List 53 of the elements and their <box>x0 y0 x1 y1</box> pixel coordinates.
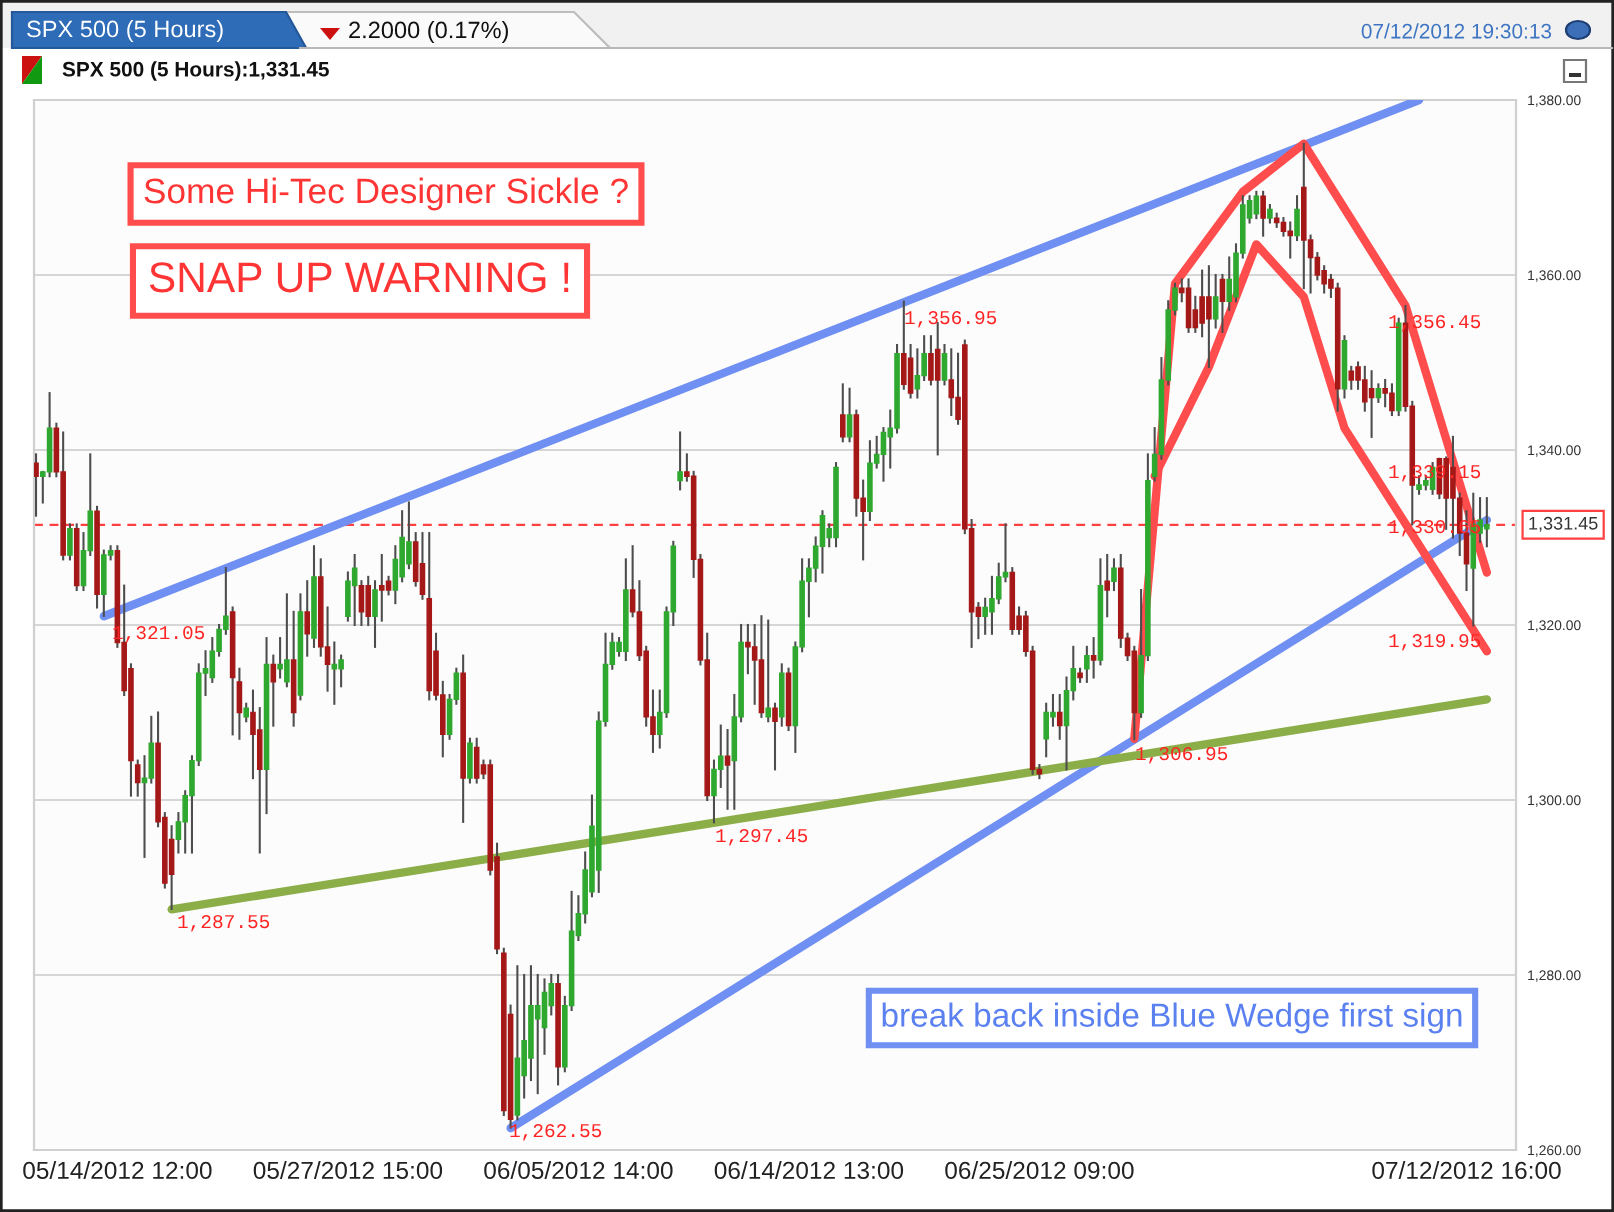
candlestick <box>1484 497 1490 548</box>
candlestick <box>1206 265 1212 368</box>
candlestick <box>1260 190 1266 237</box>
chart-title: SPX 500 (5 Hours) <box>27 20 223 42</box>
candlestick <box>534 973 541 1095</box>
text: 07/12/2012 19:30:13 <box>1361 23 1552 39</box>
candlestick <box>1090 637 1097 679</box>
candlestick <box>1212 273 1219 329</box>
text: SPX 500 (5 Hours):1,331.45 <box>62 61 329 81</box>
candlestick <box>948 348 955 417</box>
candlestick <box>34 453 39 517</box>
annotation: 1,306.95 <box>1136 747 1228 764</box>
candlestick <box>1382 378 1388 408</box>
annotation: Some Hi-Tec Designer Sickle ? <box>144 177 628 211</box>
candlestick <box>1084 645 1090 683</box>
x-tick-label: 05/27/2012 15:00 <box>253 1161 443 1180</box>
candlestick <box>1368 370 1375 438</box>
annotation: SNAP UP WARNING ! <box>149 262 569 293</box>
candlestick <box>1389 383 1395 417</box>
candlestick <box>1043 702 1049 758</box>
x-tick-label: 06/05/2012 14:00 <box>484 1161 673 1180</box>
candlestick <box>277 637 283 679</box>
candlestick <box>846 387 853 443</box>
ref-line-label: 1,331.45 <box>1529 516 1598 532</box>
annotation: 1,297.45 <box>716 829 808 846</box>
candlestick <box>928 335 934 386</box>
candlestick <box>406 501 412 570</box>
candlestick <box>839 383 846 443</box>
chart-subtitle: 2.2000 (0.17%) <box>349 21 508 43</box>
candlestick <box>304 580 311 657</box>
candlestick <box>1348 365 1355 390</box>
candlestick <box>1287 221 1294 259</box>
candlestick <box>1056 693 1063 740</box>
candlestick <box>467 737 473 784</box>
x-tick-label: 05/14/2012 12:00 <box>23 1161 212 1180</box>
candlestick <box>101 549 107 617</box>
annotation: break back inside Blue Wedge first sign <box>882 1002 1462 1034</box>
candlestick <box>765 619 772 723</box>
candlestick <box>284 593 290 688</box>
candlestick <box>67 523 73 561</box>
candlestick <box>46 392 53 478</box>
candlestick <box>1185 278 1192 333</box>
x-tick-label: 06/25/2012 09:00 <box>945 1161 1134 1180</box>
x-tick-label: 06/14/2012 13:00 <box>714 1161 904 1180</box>
candlestick <box>473 737 480 784</box>
annotation: 1,262.55 <box>510 1124 602 1141</box>
x-tick-label: 07/12/2012 16:00 <box>1372 1161 1561 1180</box>
candlestick <box>351 553 358 627</box>
candlestick <box>1219 273 1226 333</box>
annotation: 1,356.95 <box>905 311 997 328</box>
candlestick <box>677 431 683 491</box>
annotation: 1,287.55 <box>178 915 270 932</box>
candlestick <box>819 510 826 574</box>
